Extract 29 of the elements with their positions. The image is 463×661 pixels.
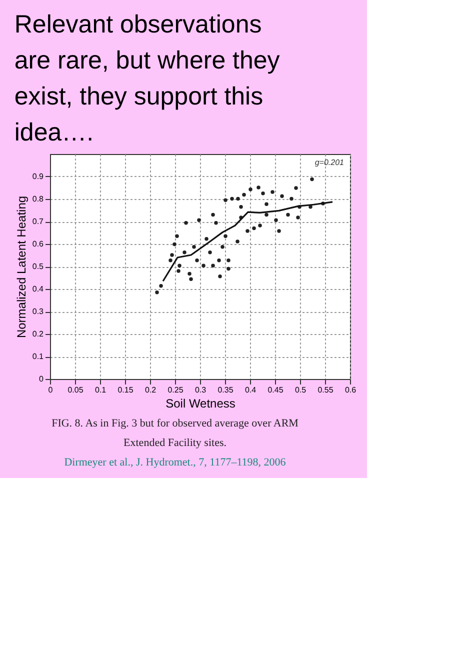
x-tick-label: 0.45 [268,386,284,394]
y-tick-label: 0.9 [32,172,44,181]
x-axis-title: Soil Wetness [166,396,236,410]
y-tick-label: 0.8 [32,194,44,204]
x-tick-label: 0.4 [244,386,257,394]
y-axis-title: Normalized Latent Heating [14,196,28,338]
x-tick-label: 0.6 [344,386,357,394]
x-tick-label: 0.55 [318,386,334,394]
x-tick-label: 0 [48,386,54,394]
x-tick-label: 0.15 [118,386,134,394]
x-tick-label: 0.05 [68,386,84,394]
x-tick-label: 0.2 [144,386,157,394]
y-tick-label: 0 [39,374,44,384]
y-tick-label: 0.3 [32,307,44,316]
x-tick-label: 0.3 [194,386,207,394]
y-tick-label: 0.5 [32,262,44,271]
x-tick-label: 0.25 [168,386,184,394]
y-tick-label: 0.1 [32,352,44,361]
x-tick-label: 0.35 [218,386,234,394]
y-tick-label: 0.4 [32,284,44,294]
x-tick-label: 0.1 [94,386,107,394]
x-tick-label: 0.5 [294,386,307,394]
y-tick-label: 0.7 [32,217,44,226]
y-tick-label: 0.2 [32,330,44,338]
text: Dirmeyer et al., J. Hydromet., 7, 1177–1198, 2006 [64,456,286,468]
caption: FIG. 8. As in Fig. 3 but for observed average over ARM Extended Facility sites. [52,418,299,449]
chart-title: Relevant observations are rare, but where they exist, they support this idea…. [14,10,280,146]
annotation: g=0.201 [314,158,344,167]
y-tick-label: 0.6 [32,240,44,248]
